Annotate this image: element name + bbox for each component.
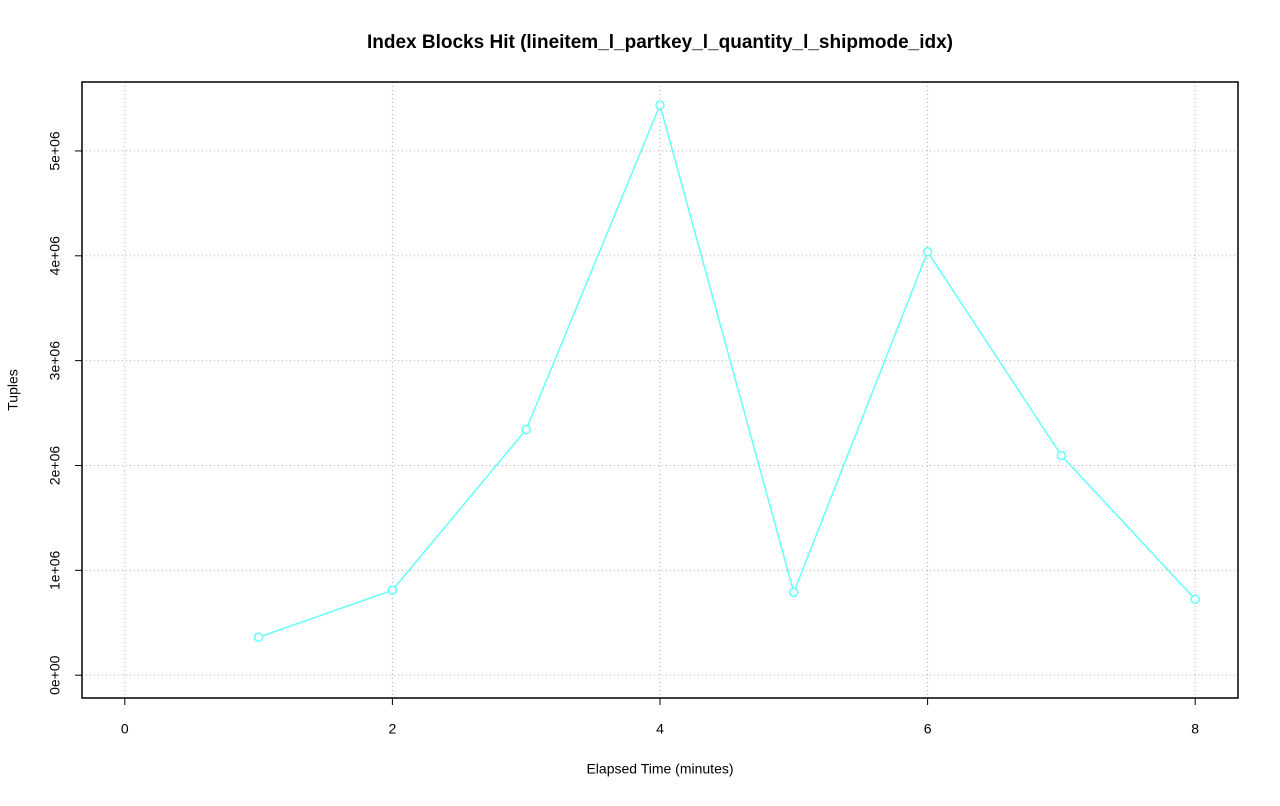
x-tick-label: 4 bbox=[656, 721, 664, 737]
x-tick-label: 8 bbox=[1191, 721, 1199, 737]
x-tick-label: 0 bbox=[121, 721, 129, 737]
data-point bbox=[387, 585, 398, 596]
y-tick-label: 1e+06 bbox=[47, 550, 63, 590]
data-point bbox=[1190, 594, 1200, 605]
data-point bbox=[655, 100, 665, 110]
y-tick-label: 3e+06 bbox=[47, 341, 63, 381]
y-tick-label: 0e+00 bbox=[47, 655, 63, 695]
series-line bbox=[258, 102, 1196, 638]
chart-title: Index Blocks Hit (lineitem_l_partkey_l_q… bbox=[367, 32, 953, 53]
data-point bbox=[253, 632, 264, 642]
data-point bbox=[1056, 450, 1067, 461]
x-tick-label: 2 bbox=[389, 721, 397, 737]
data-point bbox=[922, 247, 933, 257]
plot-frame bbox=[81, 81, 1239, 699]
x-tick-label: 6 bbox=[924, 721, 932, 737]
y-axis-label: Tuples bbox=[5, 369, 21, 411]
data-point bbox=[521, 424, 531, 435]
y-tick-label: 4e+06 bbox=[47, 236, 63, 276]
y-tick-label: 5e+06 bbox=[47, 131, 63, 171]
x-axis-label: Elapsed Time (minutes) bbox=[586, 761, 733, 777]
y-tick-label: 2e+06 bbox=[47, 446, 63, 486]
data-point bbox=[789, 587, 799, 598]
